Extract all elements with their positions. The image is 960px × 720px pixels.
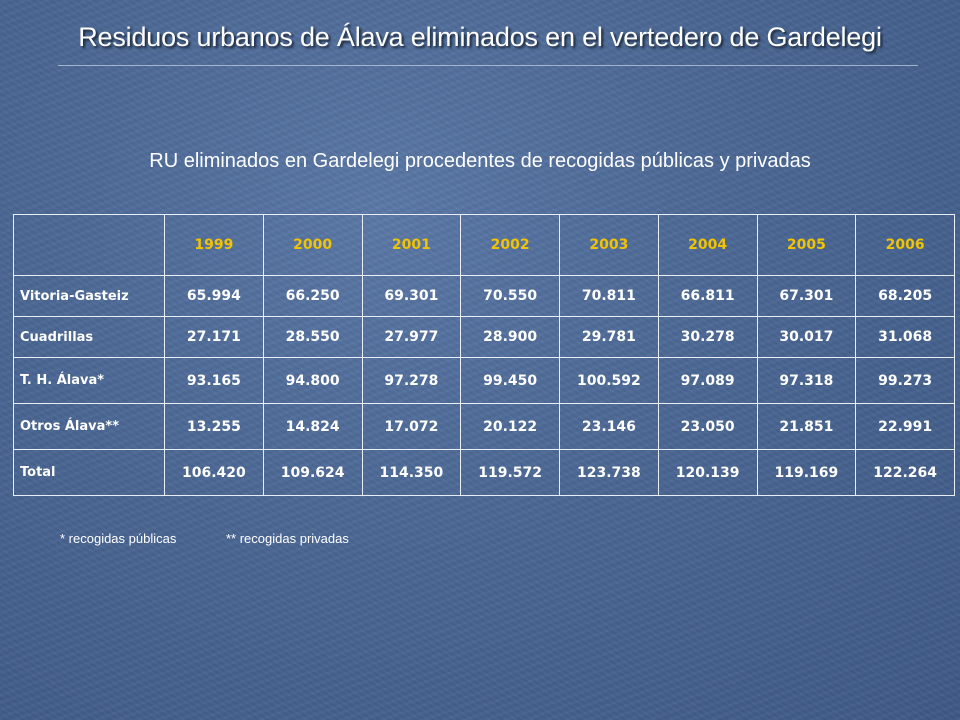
table-cell: 123.738 (559, 449, 659, 496)
table-cell: 22.991 (855, 403, 955, 450)
header-year-1999: 1999 (164, 214, 264, 276)
table-cell: 119.572 (460, 449, 560, 496)
table-cell: 99.273 (855, 357, 955, 404)
table-cell: 100.592 (559, 357, 659, 404)
table-cell: 27.977 (361, 316, 462, 358)
table-cell: 31.068 (855, 316, 955, 358)
table-cell: 17.072 (361, 403, 462, 450)
table-cell: 27.171 (164, 316, 264, 358)
table-subtitle: RU eliminados en Gardelegi procedentes d… (149, 150, 811, 172)
table-cell: 120.139 (657, 449, 758, 496)
table-row-vitoria-gasteiz: Vitoria-Gasteiz 65.994 66.250 69.301 70.… (13, 275, 955, 317)
header-year-2002: 2002 (460, 214, 560, 276)
table-cell: 66.811 (657, 275, 758, 317)
table-cell: 30.017 (756, 316, 857, 358)
table-cell: 20.122 (460, 403, 560, 450)
header-corner-cell (13, 214, 165, 276)
table-cell: 114.350 (361, 449, 462, 496)
table-cell: 122.264 (855, 449, 955, 496)
table-cell: 23.050 (657, 403, 758, 450)
header-year-2000: 2000 (262, 214, 363, 276)
page-title: Residuos urbanos de Álava eliminados en … (78, 22, 882, 52)
table-cell: 66.250 (262, 275, 363, 317)
table-cell: 30.278 (657, 316, 758, 358)
table-cell: 70.550 (460, 275, 560, 317)
footnote-private: ** recogidas privadas (226, 531, 349, 546)
table-cell: 93.165 (164, 357, 264, 404)
table-cell: 68.205 (855, 275, 955, 317)
table-row-total: Total 106.420 109.624 114.350 119.572 12… (13, 449, 955, 496)
header-year-2001: 2001 (361, 214, 462, 276)
header-row: 1999 2000 2001 2002 2003 2004 2005 2006 (13, 214, 955, 276)
table-row-otros-alava: Otros Álava** 13.255 14.824 17.072 20.12… (13, 403, 955, 450)
table-cell: 65.994 (164, 275, 264, 317)
table-cell: 13.255 (164, 403, 264, 450)
table-row-th-alava: T. H. Álava* 93.165 94.800 97.278 99.450… (13, 357, 955, 404)
table-cell: 28.550 (262, 316, 363, 358)
table-row-cuadrillas: Cuadrillas 27.171 28.550 27.977 28.900 2… (13, 316, 955, 358)
header-year-2003: 2003 (559, 214, 659, 276)
table-cell: 94.800 (262, 357, 363, 404)
table-cell: 70.811 (559, 275, 659, 317)
header-year-2006: 2006 (855, 214, 955, 276)
table-cell: 69.301 (361, 275, 462, 317)
header-year-2004: 2004 (657, 214, 758, 276)
table-cell: 109.624 (262, 449, 363, 496)
data-table: 1999 2000 2001 2002 2003 2004 2005 2006 … (13, 214, 955, 496)
row-label: Otros Álava** (13, 403, 165, 450)
table-cell: 67.301 (756, 275, 857, 317)
row-label: Total (13, 449, 165, 496)
table-cell: 23.146 (559, 403, 659, 450)
table-cell: 99.450 (460, 357, 560, 404)
title-divider (58, 65, 918, 66)
table-cell: 106.420 (164, 449, 264, 496)
header-year-2005: 2005 (756, 214, 857, 276)
row-label: Vitoria-Gasteiz (13, 275, 165, 317)
row-label: T. H. Álava* (13, 357, 165, 404)
table-cell: 97.278 (361, 357, 462, 404)
table-cell: 29.781 (559, 316, 659, 358)
table-cell: 28.900 (460, 316, 560, 358)
footnote-public: * recogidas públicas (60, 531, 177, 546)
table-cell: 21.851 (756, 403, 857, 450)
table-cell: 14.824 (262, 403, 363, 450)
row-label: Cuadrillas (13, 316, 165, 358)
table-cell: 97.089 (657, 357, 758, 404)
table-cell: 97.318 (756, 357, 857, 404)
table-cell: 119.169 (756, 449, 857, 496)
